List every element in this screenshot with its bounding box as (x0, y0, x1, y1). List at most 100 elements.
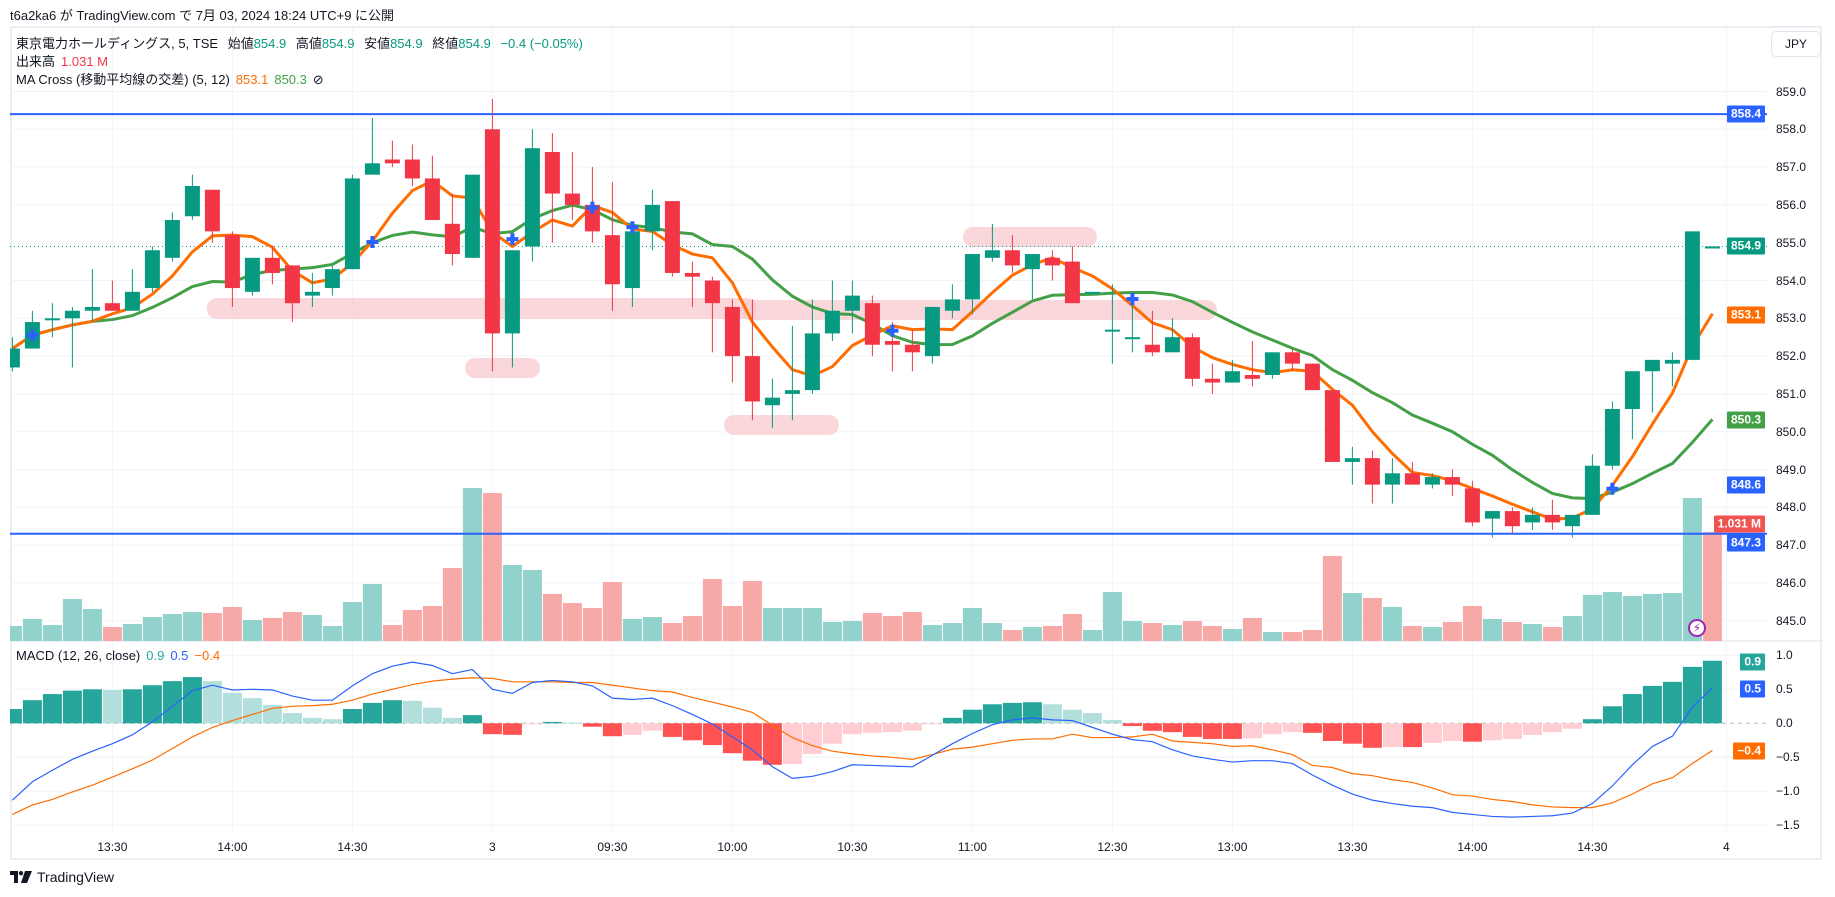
macd-label[interactable]: MACD (12, 26, close) (16, 648, 141, 663)
symbol-name[interactable]: 東京電力ホールディングス, 5, TSE (16, 36, 219, 51)
candle (204, 189, 220, 243)
macd-histogram-bar (1022, 702, 1042, 724)
candle-body (1444, 477, 1460, 485)
price-tick-label: 852.0 (1776, 349, 1807, 364)
candle (564, 151, 580, 221)
macd-histogram-bar (1182, 723, 1202, 737)
candle (1264, 352, 1280, 379)
candle-body (864, 303, 880, 345)
macd-histogram-bar (302, 717, 322, 724)
macd-histogram-bar (182, 677, 202, 724)
legend-ohlc: 東京電力ホールディングス, 5, TSE 始値854.9 高値854.9 安値8… (16, 33, 589, 52)
ma-cross-label[interactable]: MA Cross (移動平均線の交差) (5, 12) (16, 72, 230, 87)
ma-slow-value: 850.3 (274, 72, 307, 87)
volume-bar (522, 569, 542, 641)
macd-histogram-bar (342, 709, 362, 724)
volume-bar (162, 614, 182, 641)
volume-bar (1502, 621, 1522, 641)
time-tick-label: 13:30 (97, 840, 128, 854)
candle-body (1164, 337, 1180, 353)
candle (744, 299, 760, 421)
macd-histogram-bar (1002, 702, 1022, 724)
volume-bar (722, 606, 742, 641)
candle (1324, 390, 1340, 462)
candle (444, 193, 460, 266)
candle (1664, 352, 1680, 387)
candle-body (484, 129, 500, 334)
price-tick-label: 847.0 (1776, 538, 1807, 553)
macd-tick-label: 0.5 (1776, 682, 1793, 697)
volume-bar (1102, 592, 1122, 641)
volume-bar (1702, 532, 1722, 641)
published-caption: t6a2ka6 が TradingView.com で 7月 03, 2024 … (10, 8, 395, 23)
candle-body (144, 250, 160, 289)
volume-bar (1222, 628, 1242, 641)
macd-signal-value: −0.4 (194, 648, 221, 663)
candle (844, 280, 860, 334)
volume-value: 1.031 M (61, 54, 108, 69)
macd-histogram-bar (562, 722, 582, 724)
volume-label[interactable]: 出来高 (16, 54, 56, 69)
volume-bar (1562, 616, 1582, 641)
volume-bar (1602, 592, 1622, 641)
close-label: 終値 (432, 36, 459, 51)
volume-bar (142, 617, 162, 641)
macd-histogram-bar (482, 723, 502, 735)
macd-histogram-bar (522, 723, 542, 725)
macd-histogram-bar (1682, 666, 1702, 724)
lightning-icon[interactable]: ⚡ (1688, 619, 1706, 637)
hidden-icon[interactable]: ⊘ (312, 72, 324, 87)
candle (1104, 284, 1120, 364)
ma-cross-marker-icon (506, 233, 519, 246)
price-tick-label: 854.0 (1776, 273, 1807, 288)
candle (1164, 318, 1180, 353)
volume-bar (202, 612, 222, 641)
candle (324, 265, 340, 296)
open-label: 始値 (227, 36, 254, 51)
price-badge: 850.3 (1726, 411, 1765, 429)
candle (64, 306, 80, 368)
candle (1424, 473, 1440, 489)
time-tick-label: 14:30 (1577, 840, 1608, 854)
candle-body (1324, 390, 1340, 462)
candle (1404, 461, 1420, 485)
candle-body (624, 231, 640, 289)
macd-hist-value: 0.9 (146, 648, 165, 663)
macd-histogram-bar (722, 723, 742, 754)
macd-histogram-bar (162, 681, 182, 724)
candle (604, 182, 620, 311)
candle-body (1464, 488, 1480, 523)
macd-histogram-bar (802, 723, 822, 754)
time-tick-label: 13:30 (1337, 840, 1368, 854)
candle-body (1384, 473, 1400, 485)
price-badge: 847.3 (1726, 534, 1765, 552)
candle-body (764, 397, 780, 406)
volume-bar (682, 616, 702, 641)
volume-bar (1382, 606, 1402, 641)
volume-bar (1342, 593, 1362, 641)
volume-bar (1262, 632, 1282, 641)
currency-button[interactable]: JPY (1771, 31, 1821, 57)
candle (1484, 511, 1500, 538)
macd-histogram-bar (1542, 723, 1562, 733)
macd-histogram-bar (1402, 723, 1422, 748)
candle (424, 155, 440, 221)
candle (144, 246, 160, 292)
candle (124, 269, 140, 311)
time-tick-label: 4 (1723, 840, 1730, 854)
tradingview-logo[interactable]: TradingView (10, 869, 114, 885)
macd-histogram-bar (102, 689, 122, 724)
ma-fast-line (11, 178, 1714, 521)
macd-histogram-bar (362, 702, 382, 724)
candle (684, 261, 700, 307)
candle (524, 129, 540, 262)
candle-body (344, 178, 360, 270)
volume-bar (662, 623, 682, 641)
macd-histogram-bar (922, 723, 942, 725)
macd-histogram-bar (1162, 723, 1182, 733)
candle (1604, 401, 1620, 470)
candle-body (1484, 511, 1500, 519)
candle-body (224, 235, 240, 289)
candle-body (1364, 458, 1380, 485)
